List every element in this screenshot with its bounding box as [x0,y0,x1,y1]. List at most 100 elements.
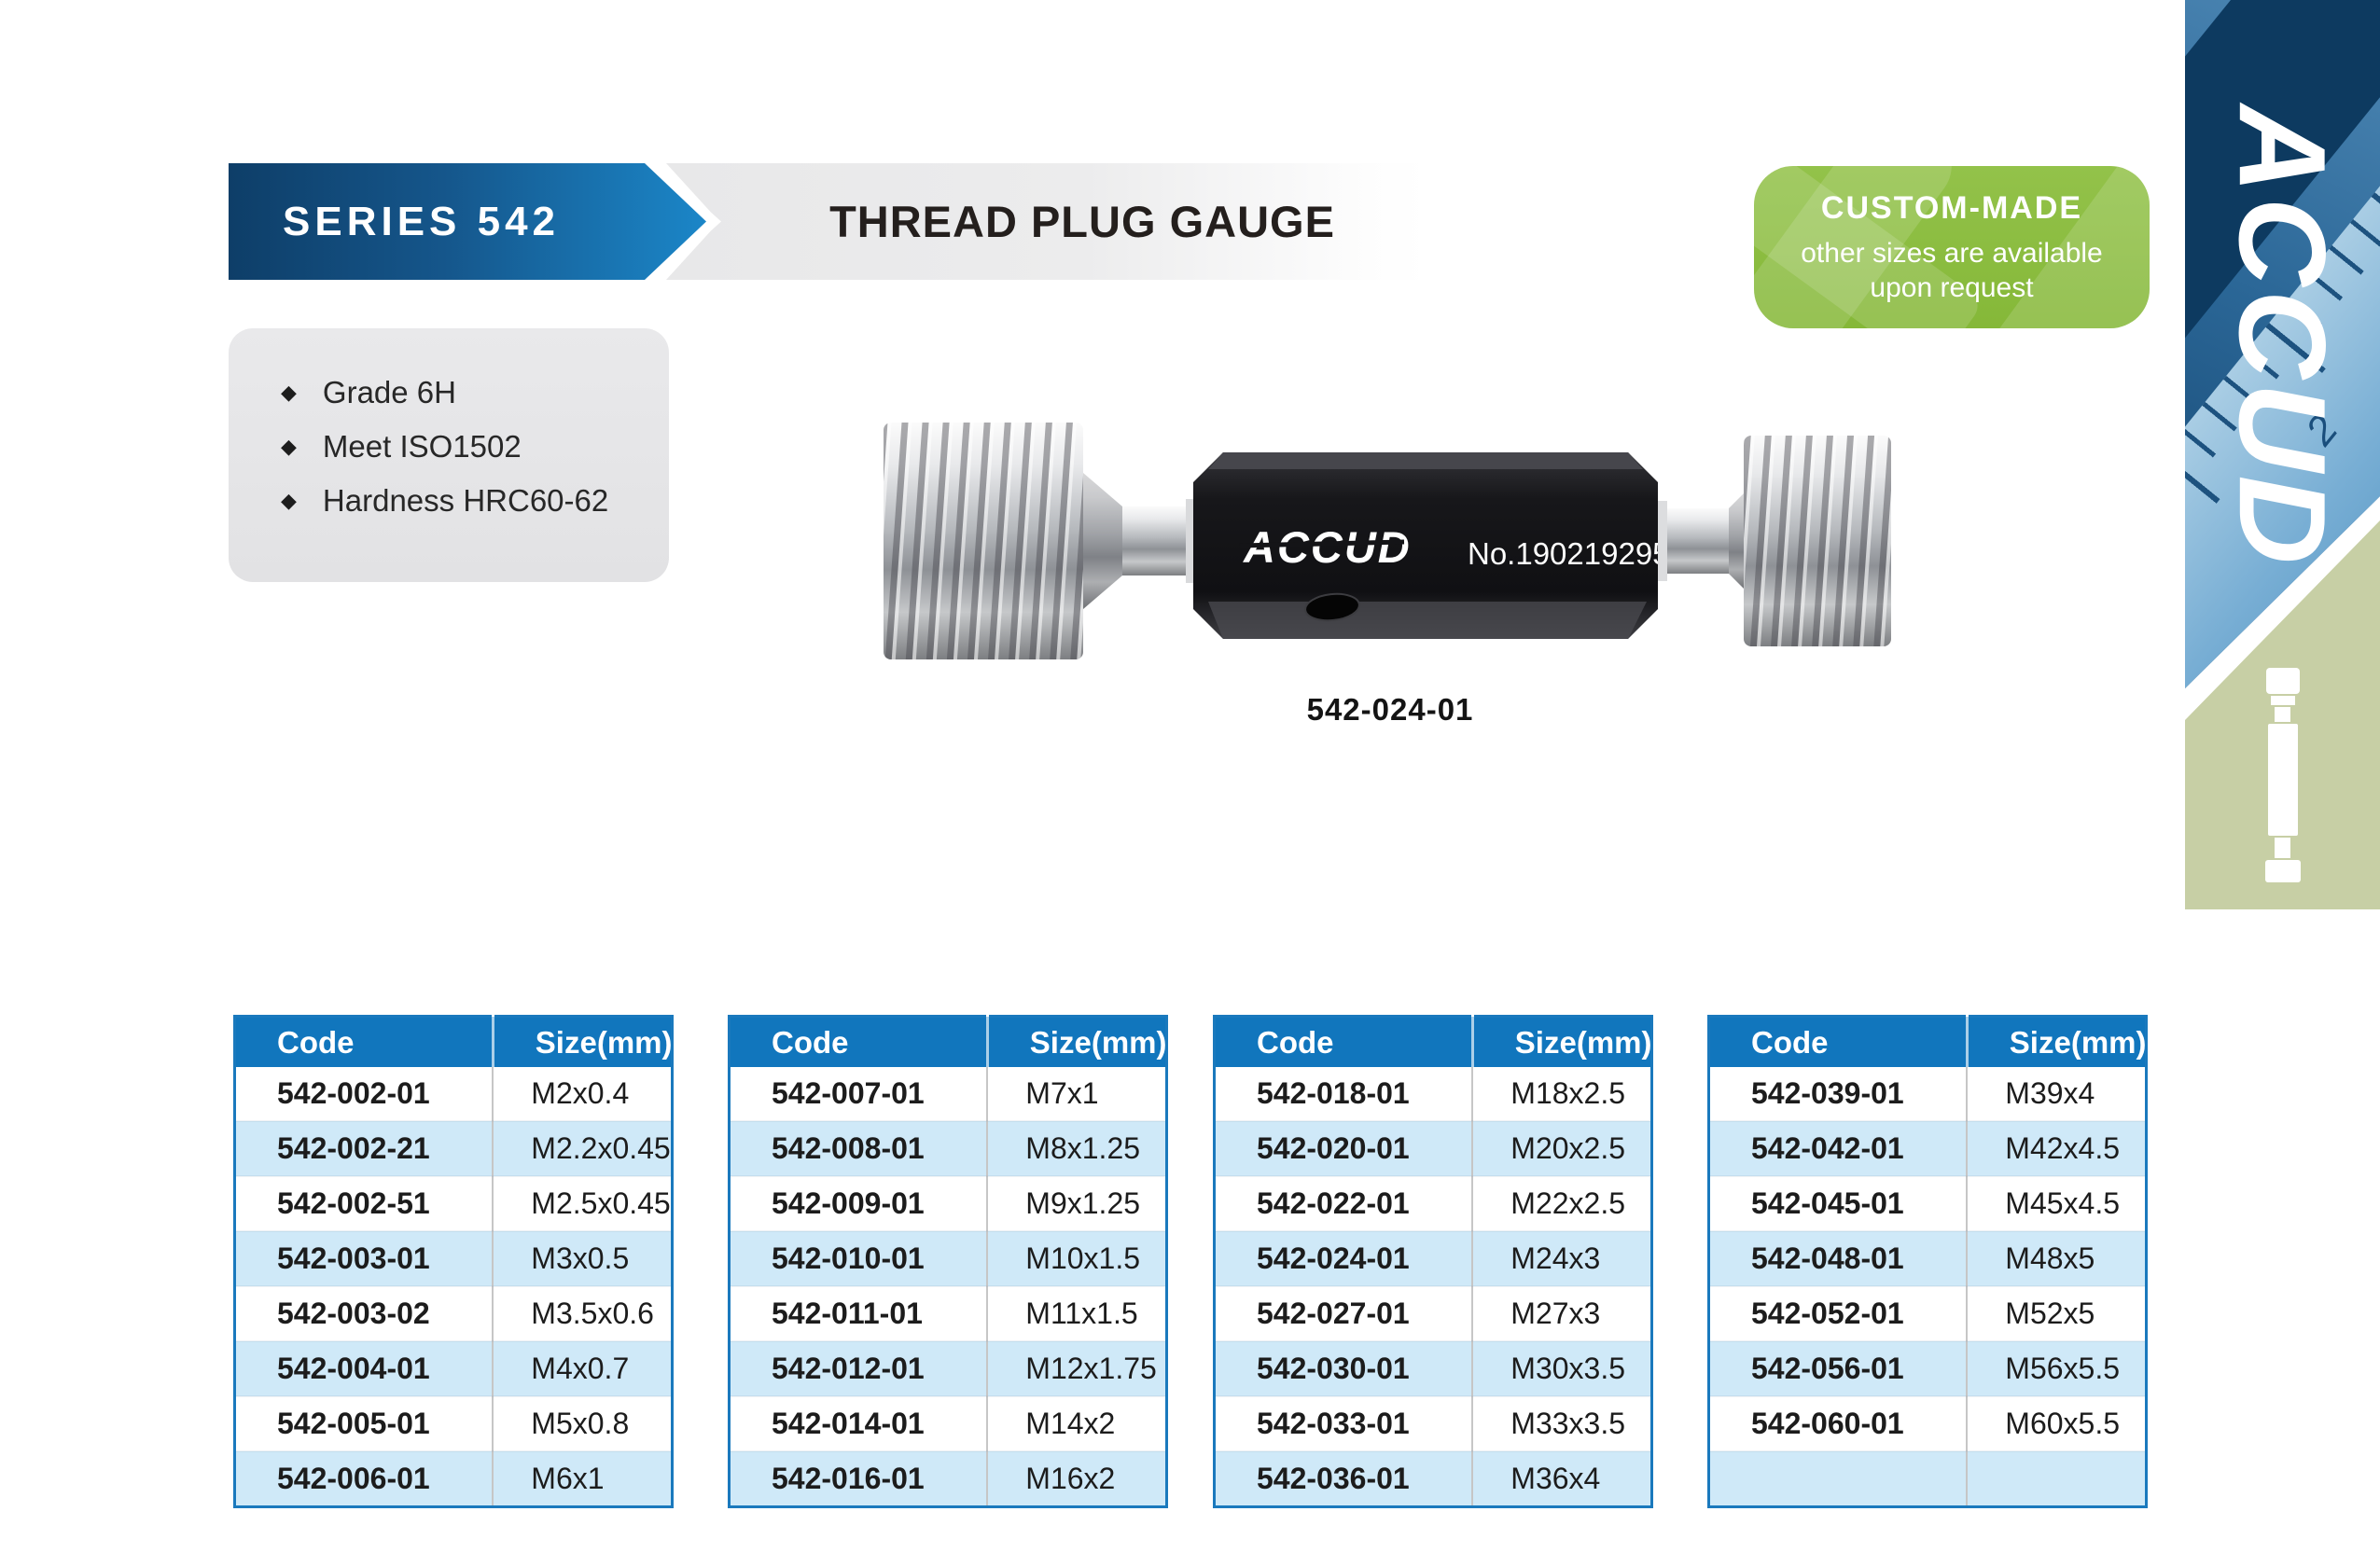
table-row: 542-060-01 M60x5.5 [1708,1396,2147,1452]
table-row: 542-014-01 M14x2 [729,1396,1167,1452]
code-cell: 542-004-01 [234,1341,494,1397]
spec-table-4: Code Size(mm) 542-039-01 M39x4 542-042-01 M… [1707,1015,2148,1508]
code-cell: 542-005-01 [234,1396,494,1452]
table-row: 542-052-01 M52x5 [1708,1286,2147,1342]
table-row: 542-030-01 M30x3.5 [1214,1341,1652,1397]
table-row: 542-006-01 M6x1 [234,1451,673,1508]
code-cell: 542-011-01 [729,1286,989,1342]
table-row: 542-012-01 M12x1.75 [729,1341,1167,1397]
code-cell: 542-016-01 [729,1451,989,1508]
column-header-size: Size(mm) [1967,1016,2147,1067]
size-cell: M10x1.5 [987,1231,1167,1287]
code-cell: 542-036-01 [1214,1451,1474,1508]
spec-table-3: Code Size(mm) 542-018-01 M18x2.5 542-020-0… [1213,1015,1653,1508]
diamond-bullet-icon: ◆ [281,381,297,404]
table-row: 542-036-01 M36x4 [1214,1451,1652,1508]
feature-text: Hardness HRC60-62 [322,483,609,518]
size-cell: M33x3.5 [1472,1396,1652,1452]
feature-item: ◆ Hardness HRC60-62 [281,474,669,528]
table-row: 542-027-01 M27x3 [1214,1286,1652,1342]
series-label: SERIES 542 [283,198,561,244]
code-cell: 542-042-01 [1708,1121,1969,1177]
code-cell: 542-002-51 [234,1176,494,1232]
column-header-code: Code [1708,1016,1969,1067]
table-row: 542-016-01 M16x2 [729,1451,1167,1508]
table-row: 542-005-01 M5x0.8 [234,1396,673,1452]
feature-list: ◆ Grade 6H ◆ Meet ISO1502 ◆ Hardness HRC… [229,328,669,528]
size-cell: M48x5 [1967,1231,2147,1287]
column-header-code: Code [234,1016,494,1067]
size-cell: M56x5.5 [1967,1341,2147,1397]
table-row: 542-024-01 M24x3 [1214,1231,1652,1287]
badge-title: CUSTOM-MADE [1820,190,2083,226]
code-cell: 542-060-01 [1708,1396,1969,1452]
code-cell: 542-012-01 [729,1341,989,1397]
plug-gauge-icon [2185,668,2380,882]
size-cell: M4x0.7 [493,1341,673,1397]
table-row: 542-042-01 M42x4.5 [1708,1121,2147,1177]
code-cell: 542-007-01 [729,1067,989,1122]
table-row: 542-009-01 M9x1.25 [729,1176,1167,1232]
size-cell: M18x2.5 [1472,1067,1652,1122]
table-row: 542-039-01 M39x4 [1708,1067,2147,1122]
code-cell: 542-003-02 [234,1286,494,1342]
code-cell: 542-024-01 [1214,1231,1474,1287]
size-cell: M24x3 [1472,1231,1652,1287]
size-cell: M42x4.5 [1967,1121,2147,1177]
table-row: 542-033-01 M33x3.5 [1214,1396,1652,1452]
code-cell: 542-056-01 [1708,1341,1969,1397]
table-row [1708,1451,2147,1508]
column-header-size: Size(mm) [493,1016,673,1067]
product-photo: ACCUD No.190219295 [882,415,1899,667]
code-cell: 542-030-01 [1214,1341,1474,1397]
table-row: 542-003-02 M3.5x0.6 [234,1286,673,1342]
code-cell: 542-052-01 [1708,1286,1969,1342]
code-cell: 542-018-01 [1214,1067,1474,1122]
table-row: 542-008-01 M8x1.25 [729,1121,1167,1177]
size-cell: M11x1.5 [987,1286,1167,1342]
diamond-bullet-icon: ◆ [281,435,297,458]
code-cell: 542-010-01 [729,1231,989,1287]
size-cell: M2x0.4 [493,1067,673,1122]
table-row: 542-002-01 M2x0.4 [234,1067,673,1122]
code-cell: 542-022-01 [1214,1176,1474,1232]
size-cell: M3.5x0.6 [493,1286,673,1342]
feature-item: ◆ Meet ISO1502 [281,420,669,474]
size-cell: M14x2 [987,1396,1167,1452]
feature-text: Grade 6H [322,375,456,409]
size-cell: M2.2x0.45 [493,1121,673,1177]
banner-gray-band [666,163,1427,280]
table-row: 542-007-01 M7x1 [729,1067,1167,1122]
size-cell: M30x3.5 [1472,1341,1652,1397]
custom-made-badge: CUSTOM-MADE other sizes are available up… [1754,166,2150,328]
table-row: 542-004-01 M4x0.7 [234,1341,673,1397]
badge-line: upon request [1870,272,2034,303]
code-cell: 542-002-01 [234,1067,494,1122]
size-cell: M20x2.5 [1472,1121,1652,1177]
code-cell: 542-003-01 [234,1231,494,1287]
ruler-digit: 2 [2297,407,2347,454]
diamond-bullet-icon: ◆ [281,489,297,512]
spec-table-1: Code Size(mm) 542-002-01 M2x0.4 542-002-21… [233,1015,674,1508]
size-cell: M16x2 [987,1451,1167,1508]
code-cell: 542-048-01 [1708,1231,1969,1287]
size-cell: M9x1.25 [987,1176,1167,1232]
badge-line: other sizes are available [1801,238,2103,269]
code-cell: 542-006-01 [234,1451,494,1508]
size-cell: M36x4 [1472,1451,1652,1508]
code-cell: 542-020-01 [1214,1121,1474,1177]
size-cell: M52x5 [1967,1286,2147,1342]
size-cell: M45x4.5 [1967,1176,2147,1232]
column-header-size: Size(mm) [987,1016,1167,1067]
size-cell: M8x1.25 [987,1121,1167,1177]
size-cell: M39x4 [1967,1067,2147,1122]
size-cell: M12x1.75 [987,1341,1167,1397]
code-cell: 542-033-01 [1214,1396,1474,1452]
size-cell [1967,1451,2147,1508]
table-row: 542-048-01 M48x5 [1708,1231,2147,1287]
column-header-code: Code [729,1016,989,1067]
banner-arrow [229,163,706,280]
feature-text: Meet ISO1502 [322,429,522,464]
table-row: 542-056-01 M56x5.5 [1708,1341,2147,1397]
